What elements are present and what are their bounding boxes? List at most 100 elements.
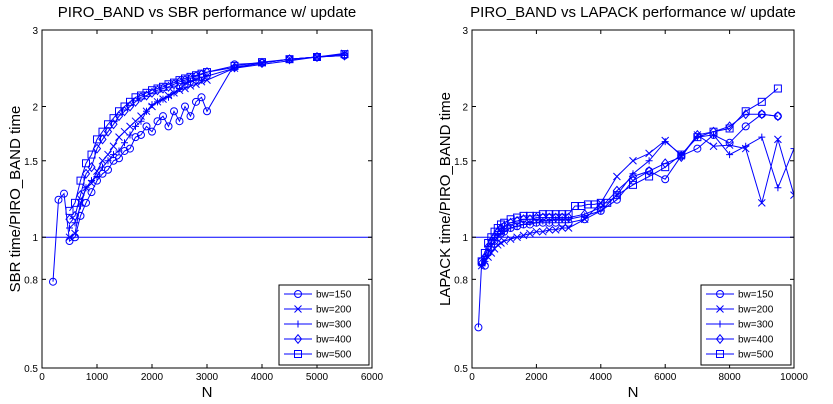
legend-marker <box>294 350 302 358</box>
data-point <box>526 219 534 227</box>
data-point <box>131 93 140 102</box>
series-line-1 <box>52 55 345 282</box>
data-point <box>725 141 734 149</box>
data-point <box>54 195 63 204</box>
data-point <box>159 112 167 121</box>
data-point <box>519 211 528 220</box>
data-point <box>677 151 686 163</box>
data-point <box>577 202 586 211</box>
data-point <box>506 217 515 228</box>
data-point <box>60 189 68 198</box>
data-point <box>474 323 483 332</box>
data-point <box>525 211 534 220</box>
chart-2: PIRO_BAND vs LAPACK performance w/ updat… <box>437 4 808 401</box>
data-point <box>148 127 156 136</box>
data-point <box>558 210 567 219</box>
data-point <box>757 109 766 120</box>
data-point <box>110 151 117 159</box>
data-point <box>558 224 567 232</box>
y-axis-label: LAPACK time/PIRO_BAND time <box>437 92 454 306</box>
legend-marker <box>715 333 725 345</box>
data-point <box>186 112 195 121</box>
data-point <box>198 76 205 84</box>
data-point <box>506 215 515 224</box>
data-point <box>545 212 554 223</box>
y-tick-label: 0.8 <box>454 275 468 286</box>
data-point <box>645 157 653 165</box>
x-tick-label: 2000 <box>141 372 164 383</box>
data-point <box>726 151 734 159</box>
legend-label: bw=300 <box>316 320 352 331</box>
data-point <box>121 139 128 147</box>
data-point <box>628 171 638 182</box>
data-point <box>285 54 294 65</box>
data-point <box>693 144 702 153</box>
data-point <box>513 233 521 242</box>
data-point <box>773 111 783 122</box>
data-point <box>126 144 134 153</box>
data-point <box>82 184 90 192</box>
legend-marker <box>294 305 302 313</box>
data-point <box>758 133 766 141</box>
y-tick-label: 3 <box>32 26 38 37</box>
data-point <box>142 88 151 97</box>
x-tick-label: 6000 <box>361 372 384 383</box>
data-point <box>109 114 118 123</box>
data-point <box>181 102 189 111</box>
data-point <box>603 198 612 207</box>
data-point <box>115 154 123 163</box>
data-point <box>126 97 134 106</box>
data-point <box>99 163 106 171</box>
data-point <box>507 224 515 232</box>
data-point <box>153 117 162 126</box>
data-point <box>613 172 621 181</box>
x-tick-label: 4000 <box>590 372 613 383</box>
data-point <box>197 69 206 78</box>
data-point <box>590 200 599 209</box>
data-point <box>644 166 654 177</box>
series-line-3 <box>69 55 345 229</box>
data-point <box>693 133 702 142</box>
data-point <box>564 212 573 223</box>
data-point <box>148 86 156 95</box>
data-point <box>340 50 349 59</box>
data-point <box>98 156 107 165</box>
legend-marker <box>716 290 724 298</box>
y-tick-label: 2 <box>32 102 38 113</box>
legend-label: bw=500 <box>316 350 352 361</box>
data-point <box>104 120 112 129</box>
data-point <box>186 72 195 81</box>
data-point <box>477 257 486 266</box>
data-point <box>532 227 541 236</box>
data-point <box>120 102 129 111</box>
data-point <box>104 157 112 165</box>
y-tick-label: 1 <box>462 233 468 244</box>
data-point <box>661 163 670 172</box>
x-tick-label: 2000 <box>525 372 548 383</box>
data-point <box>148 101 156 109</box>
x-tick-label: 5000 <box>306 372 329 383</box>
y-tick-label: 2 <box>462 102 468 113</box>
data-point <box>71 198 79 207</box>
data-point <box>313 52 321 61</box>
x-axis-label: N <box>202 384 213 401</box>
legend-marker <box>716 350 724 358</box>
data-point <box>790 145 794 153</box>
data-point <box>477 258 486 269</box>
data-point <box>137 91 145 100</box>
data-point <box>87 150 96 159</box>
x-tick-label: 10000 <box>780 372 808 383</box>
legend-marker <box>716 320 724 328</box>
data-point <box>545 217 553 225</box>
legend-label: bw=400 <box>316 335 352 346</box>
x-tick-label: 6000 <box>654 372 677 383</box>
data-point <box>76 190 85 201</box>
data-point <box>545 210 554 219</box>
data-point <box>564 210 573 219</box>
data-point <box>170 107 178 116</box>
data-point <box>76 176 85 185</box>
chart-1: PIRO_BAND vs SBR performance w/ update 0 1… <box>7 4 384 401</box>
data-point <box>629 156 637 165</box>
legend-label: bw=200 <box>738 305 774 316</box>
